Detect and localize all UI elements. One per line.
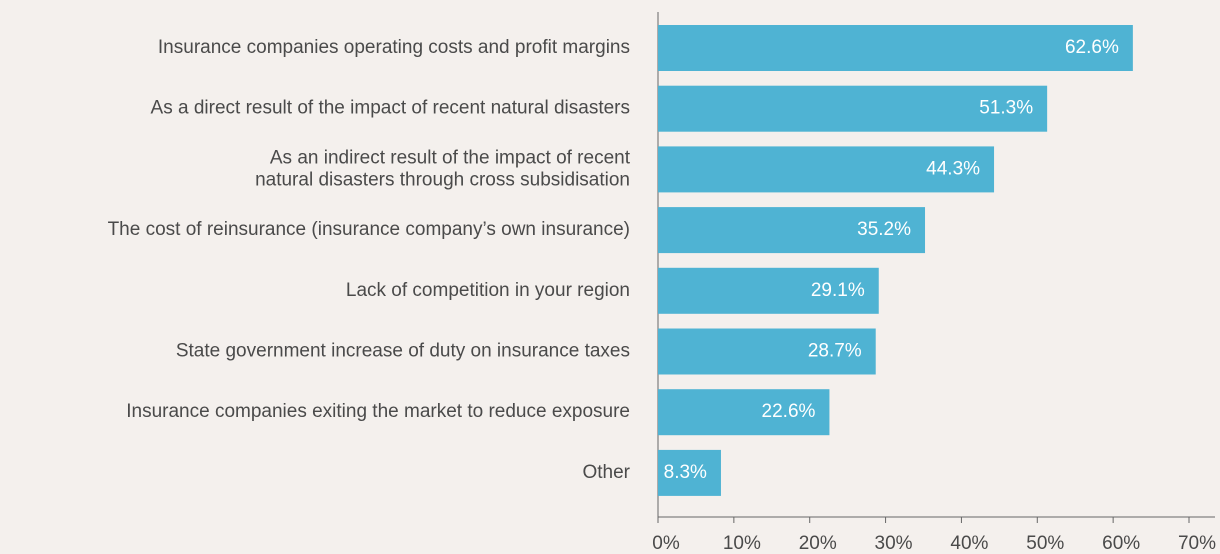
x-tick-label: 10% bbox=[723, 533, 761, 554]
value-label: 35.2% bbox=[857, 219, 911, 240]
value-label: 51.3% bbox=[979, 98, 1033, 119]
x-tick-label: 30% bbox=[875, 533, 913, 554]
x-tick-label: 0% bbox=[652, 533, 680, 554]
bar bbox=[658, 25, 1133, 71]
x-tick-label: 60% bbox=[1102, 533, 1140, 554]
x-tick-label: 50% bbox=[1026, 533, 1064, 554]
category-label: As an indirect result of the impact of r… bbox=[255, 147, 631, 190]
bar bbox=[658, 267, 879, 314]
value-label: 8.3% bbox=[664, 462, 707, 483]
bar bbox=[658, 207, 926, 254]
x-tick-label: 70% bbox=[1178, 533, 1216, 554]
category-label: As a direct result of the impact of rece… bbox=[151, 98, 630, 119]
category-label: Insurance companies exiting the market t… bbox=[126, 401, 630, 422]
category-label: Insurance companies operating costs and … bbox=[158, 37, 630, 58]
bar bbox=[658, 146, 995, 193]
value-label: 62.6% bbox=[1065, 37, 1119, 58]
value-label: 28.7% bbox=[808, 341, 862, 362]
bar bbox=[658, 389, 830, 436]
category-label: The cost of reinsurance (insurance compa… bbox=[108, 219, 630, 240]
x-tick-label: 40% bbox=[950, 533, 988, 554]
bar bbox=[658, 85, 1048, 132]
category-label: Other bbox=[582, 462, 630, 483]
value-label: 22.6% bbox=[762, 401, 816, 422]
value-label: 29.1% bbox=[811, 280, 865, 301]
x-tick-label: 20% bbox=[799, 533, 837, 554]
bar bbox=[658, 328, 876, 375]
category-label: Lack of competition in your region bbox=[346, 280, 630, 301]
bar bbox=[658, 449, 721, 496]
value-label: 44.3% bbox=[926, 158, 980, 179]
category-label: State government increase of duty on ins… bbox=[176, 341, 630, 362]
